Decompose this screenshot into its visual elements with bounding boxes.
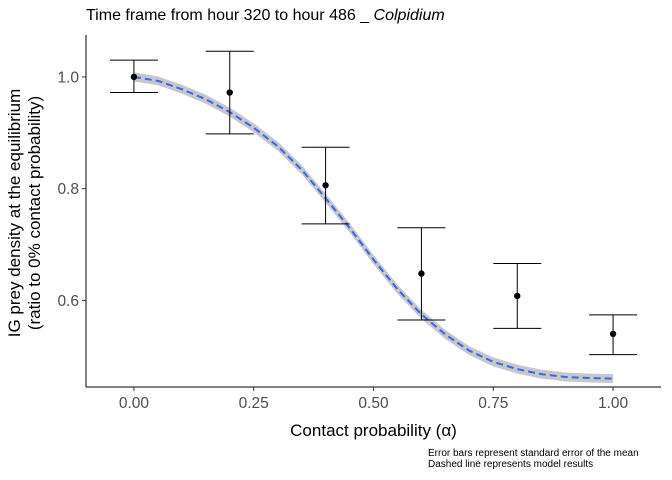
x-tick-label-2: 0.50 bbox=[358, 395, 389, 412]
data-point-3 bbox=[418, 270, 425, 277]
confidence-band bbox=[133, 72, 614, 384]
y-tick-label-2: 1.0 bbox=[57, 69, 79, 86]
data-point-4 bbox=[514, 292, 521, 300]
axes: 0.00 0.25 0.50 0.75 1.00 0.6 0.8 1.0 bbox=[57, 35, 661, 412]
model-confidence-band bbox=[133, 72, 614, 384]
footnote-model: Dashed line represents model results bbox=[428, 459, 594, 470]
x-tick-label-1: 0.25 bbox=[239, 395, 269, 412]
x-tick-label-3: 0.75 bbox=[478, 395, 508, 412]
y-tick-label-0: 0.6 bbox=[57, 293, 79, 310]
data-points bbox=[130, 73, 617, 338]
data-point-2 bbox=[322, 182, 329, 189]
x-tick-label-0: 0.00 bbox=[119, 395, 150, 412]
y-tick-label-1: 0.8 bbox=[57, 181, 79, 198]
data-point-0 bbox=[130, 73, 138, 81]
y-axis-title-line-0: IG prey density at the equilibrium bbox=[5, 89, 24, 338]
footnote-error-bars: Error bars represent standard error of t… bbox=[428, 448, 639, 459]
y-axis-title-line-1: (ratio to 0% contact probability) bbox=[25, 96, 44, 330]
model-line-path bbox=[133, 75, 614, 380]
error-bars bbox=[109, 50, 638, 356]
chart-title: Time frame from hour 320 to hour 486 _ C… bbox=[86, 7, 445, 25]
title-text: Time frame from hour 320 to hour 486 _ bbox=[86, 7, 374, 24]
data-point-5 bbox=[609, 330, 617, 338]
title-species: Colpidium bbox=[373, 7, 445, 24]
y-axis-title: IG prey density at the equilibrium(ratio… bbox=[5, 89, 44, 338]
data-point-1 bbox=[226, 89, 233, 96]
x-tick-label-4: 1.00 bbox=[598, 395, 629, 412]
x-axis-title: Contact probability (α) bbox=[290, 421, 457, 440]
model-line bbox=[133, 75, 614, 380]
